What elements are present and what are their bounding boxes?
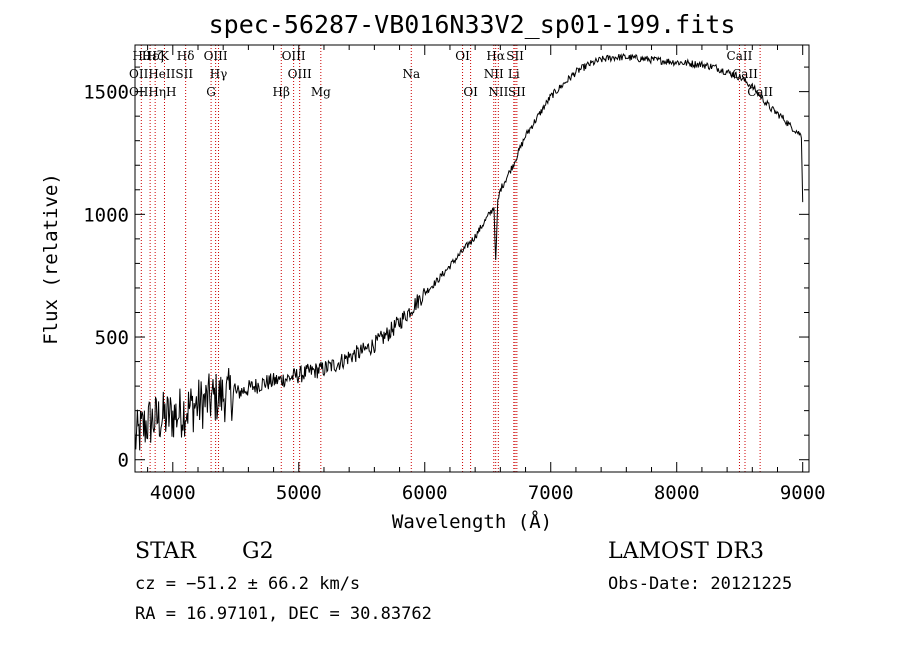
spectral-line-label: OIIHηH bbox=[129, 85, 176, 99]
x-tick-label: 7000 bbox=[528, 482, 574, 504]
y-tick-label: 500 bbox=[95, 327, 129, 349]
spectral-line-label: K bbox=[160, 49, 170, 63]
spectral-line-label: NII bbox=[488, 85, 508, 99]
flux-line bbox=[134, 52, 804, 451]
spectral-line-label: Hα bbox=[486, 49, 505, 63]
spectral-line-label: Na bbox=[402, 67, 420, 81]
x-tick-label: 5000 bbox=[276, 482, 322, 504]
spectral-line-label: OIII bbox=[204, 49, 228, 63]
x-tick-label: 9000 bbox=[780, 482, 826, 504]
x-tick-label: 6000 bbox=[402, 482, 448, 504]
spectral-line-label: CaII bbox=[727, 49, 753, 63]
spectral-line-label: Hβ bbox=[273, 85, 290, 99]
spectral-line-label: Hθ bbox=[132, 49, 150, 63]
observation-date: Obs-Date: 20121225 bbox=[608, 574, 792, 594]
spectral-line-label: Hδ bbox=[177, 49, 195, 63]
chart-title: spec-56287-VB016N33V2_sp01-199.fits bbox=[209, 10, 736, 39]
spectral-line-label: Hε bbox=[142, 49, 159, 63]
object-class: STAR bbox=[135, 539, 197, 564]
y-tick-label: 1000 bbox=[83, 204, 129, 226]
spectral-line-label: OIIHeIISII bbox=[129, 67, 193, 81]
x-tick-label: 8000 bbox=[654, 482, 700, 504]
spectral-line-label: OI bbox=[455, 49, 470, 63]
spectral-line-label: NII bbox=[484, 67, 504, 81]
spectral-line-label: SII bbox=[508, 85, 526, 99]
spectral-line-label: Li bbox=[508, 67, 520, 81]
spectral-line-label: OI bbox=[463, 85, 478, 99]
spectral-line-markers bbox=[140, 45, 761, 472]
object-subclass: G2 bbox=[242, 539, 274, 564]
survey-name: LAMOST DR3 bbox=[608, 539, 764, 564]
coordinates-readout: RA = 16.97101, DEC = 30.83762 bbox=[135, 604, 432, 624]
y-tick-label: 1500 bbox=[83, 82, 129, 104]
spectral-line-label: Hζ bbox=[147, 49, 164, 63]
spectral-line-label: OIII bbox=[282, 49, 306, 63]
spectral-line-label: G bbox=[206, 85, 216, 99]
y-tick-label: 0 bbox=[118, 450, 129, 472]
x-tick-label: 4000 bbox=[150, 482, 196, 504]
flux-series bbox=[134, 52, 804, 451]
spectral-line-label: Hγ bbox=[210, 67, 228, 81]
redshift-readout: cz = −51.2 ± 66.2 km/s bbox=[135, 574, 360, 594]
x-axis-ticks: 4000 5000 6000 7000 8000 9000 bbox=[147, 45, 826, 504]
y-axis-ticks: 0 500 1000 1500 bbox=[83, 66, 809, 472]
spectral-line-label: SII bbox=[506, 49, 524, 63]
spectral-line-label: OIII bbox=[288, 67, 312, 81]
x-axis-label: Wavelength (Å) bbox=[392, 510, 552, 533]
y-axis-label: Flux (relative) bbox=[40, 173, 62, 345]
spectral-line-label: Mg bbox=[311, 85, 331, 99]
plot-frame bbox=[134, 44, 810, 473]
